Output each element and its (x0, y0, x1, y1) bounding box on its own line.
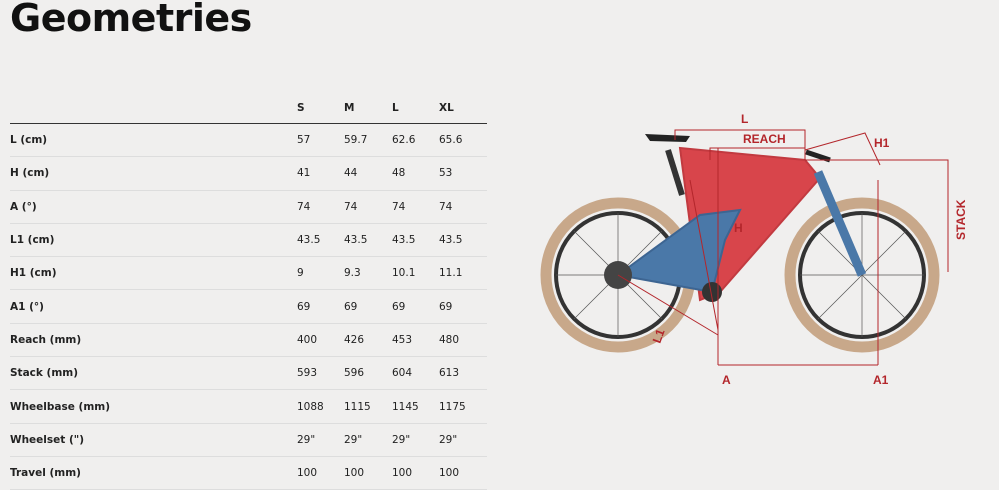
table-cell: 62.6 (392, 134, 416, 147)
geometry-label: H (734, 221, 743, 235)
geometry-label: A (722, 373, 731, 387)
table-cell: 29" (439, 433, 458, 446)
table-cell: 69 (392, 300, 406, 313)
table-cell: 100 (344, 467, 365, 480)
table-cell: 43.5 (297, 234, 321, 247)
table-cell: 74 (439, 200, 453, 213)
row-label: Reach (mm) (10, 333, 82, 346)
table-cell: 11.1 (439, 267, 463, 280)
row-label: Wheelbase (mm) (10, 400, 111, 413)
table-cell: 43.5 (344, 234, 368, 247)
table-row: Reach (mm) 400 426 453 480 (10, 324, 487, 358)
column-header: M (344, 101, 355, 114)
geometry-label: L (741, 112, 748, 126)
table-row: Wheelset (") 29" 29" 29" 29" (10, 424, 487, 457)
table-cell: 65.6 (439, 134, 463, 147)
table-cell: 69 (344, 300, 358, 313)
table-cell: 74 (344, 200, 358, 213)
table-cell: 9 (297, 267, 304, 280)
bike (540, 134, 940, 353)
geometry-label: H1 (874, 136, 890, 150)
table-cell: 29" (297, 433, 316, 446)
row-label: L1 (cm) (10, 234, 55, 247)
table-cell: 29" (392, 433, 411, 446)
table-cell: 400 (297, 333, 318, 346)
row-label: H1 (cm) (10, 267, 57, 280)
geometry-label: STACK (954, 199, 968, 240)
table-cell: 74 (297, 200, 311, 213)
geometry-label: REACH (743, 132, 786, 146)
table-cell: 59.7 (344, 134, 368, 147)
geometry-lines (617, 129, 949, 366)
row-label: L (cm) (10, 134, 48, 147)
table-cell: 43.5 (392, 234, 416, 247)
table-row: Wheelbase (mm) 1088 1115 1145 1175 (10, 390, 487, 424)
table-cell: 48 (392, 167, 406, 180)
table-cell: 69 (297, 300, 311, 313)
table-cell: 604 (392, 367, 413, 380)
table-row: A1 (°) 69 69 69 69 (10, 290, 487, 324)
table-cell: 1115 (344, 400, 371, 413)
table-cell: 453 (392, 333, 413, 346)
header-row: S M L XL (10, 92, 487, 124)
row-label: A (°) (10, 200, 37, 213)
table-cell: 53 (439, 167, 453, 180)
table-cell: 100 (392, 467, 413, 480)
table-row: L (cm) 57 59.7 62.6 65.6 (10, 124, 487, 158)
table-row: L1 (cm) 43.5 43.5 43.5 43.5 (10, 224, 487, 258)
table-row: Stack (mm) 593 596 604 613 (10, 357, 487, 391)
table-cell: 1145 (392, 400, 419, 413)
table-cell: 100 (297, 467, 318, 480)
table-cell: 613 (439, 367, 460, 380)
table-cell: 100 (439, 467, 460, 480)
table-cell: 426 (344, 333, 365, 346)
table-cell: 43.5 (439, 234, 463, 247)
table-cell: 1175 (439, 400, 466, 413)
row-label: A1 (°) (10, 300, 44, 313)
table-row: H (cm) 41 44 48 53 (10, 157, 487, 191)
row-label: Stack (mm) (10, 367, 79, 380)
table-cell: 593 (297, 367, 318, 380)
table-cell: 1088 (297, 400, 324, 413)
table-cell: 44 (344, 167, 358, 180)
geometry-label: A1 (873, 373, 889, 387)
geometry-label: L1 (650, 327, 668, 345)
table-cell: 10.1 (392, 267, 416, 280)
row-label: Wheelset (") (10, 433, 85, 446)
row-label: H (cm) (10, 167, 50, 180)
table-cell: 480 (439, 333, 460, 346)
table-row: A (°) 74 74 74 74 (10, 191, 487, 224)
table-cell: 9.3 (344, 267, 361, 280)
column-header: L (392, 101, 399, 114)
table-cell: 596 (344, 367, 365, 380)
page-title: Geometries (10, 0, 252, 40)
column-header: XL (439, 101, 454, 114)
table-cell: 57 (297, 134, 311, 147)
table-cell: 29" (344, 433, 363, 446)
table-cell: 74 (392, 200, 406, 213)
table-row: H1 (cm) 9 9.3 10.1 11.1 (10, 257, 487, 291)
row-label: Travel (mm) (10, 467, 81, 480)
geometry-table: S M L XL L (cm) 57 59.7 62.6 65.6 H (cm) 41 44 48 53 A… (10, 92, 487, 490)
table-cell: 69 (439, 300, 453, 313)
column-header: S (297, 101, 305, 114)
table-cell: 41 (297, 167, 311, 180)
